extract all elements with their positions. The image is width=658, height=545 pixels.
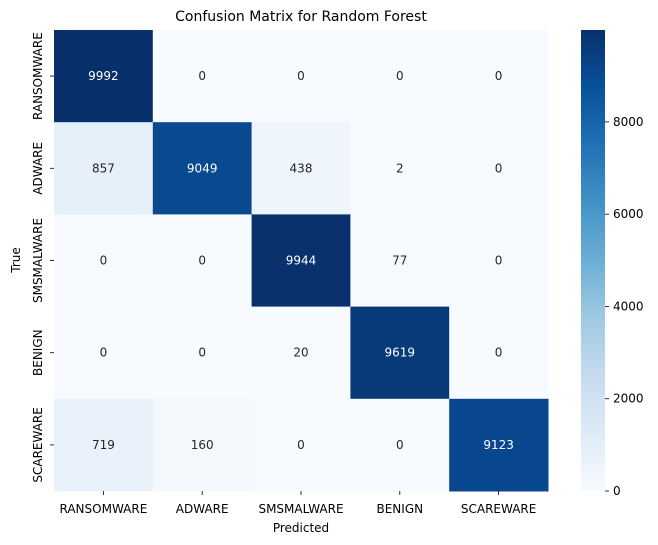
cell-value-label: 0 [495,254,503,268]
heatmap-cell [350,214,450,308]
y-tick-label: ADWARE [31,142,45,195]
cell-value-label: 0 [100,346,108,360]
colorbar-tick-label: 4000 [613,299,644,313]
cell-value-label: 0 [495,69,503,83]
colorbar-tick-label: 8000 [613,115,644,129]
cell-value-label: 0 [198,69,206,83]
x-axis-label: Predicted [273,521,329,535]
x-tick-label: SMSMALWARE [258,502,343,516]
x-axis-ticks: RANSOMWARE ADWARE SMSMALWARE BENIGN SCAREWAR… [60,491,536,516]
colorbar-tick-label: 6000 [613,207,644,221]
cell-value-label: 77 [392,254,407,268]
cell-value-label: 0 [297,69,305,83]
heatmap-cell [54,122,154,215]
colorbar-tick-label: 0 [613,484,621,498]
colorbar [581,30,605,491]
heatmap-cell [152,214,253,308]
heatmap-cell [251,214,351,308]
cell-value-label: 0 [100,254,108,268]
heatmap-cell [152,398,253,492]
x-tick-label: BENIGN [376,502,423,516]
cell-value-label: 2 [396,161,404,175]
heatmap-cell [449,30,549,123]
y-tick-label: RANSOMWARE [31,32,45,120]
cell-value-label: 0 [198,254,206,268]
cell-value-label: 20 [293,346,308,360]
heatmap-cell [350,30,450,123]
heatmap-cell [54,30,154,123]
y-tick-label: SCAREWARE [31,407,45,482]
y-tick-label: SMSMALWARE [31,218,45,303]
cell-value-label: 0 [396,438,404,452]
heatmap-cell [251,306,351,400]
x-tick-label: RANSOMWARE [60,502,148,516]
cell-value-label: 9992 [88,69,119,83]
y-axis-ticks: RANSOMWARE ADWARE SMSMALWARE BENIGN SCAREWAR… [31,32,54,483]
colorbar-tick-label: 2000 [613,392,644,406]
cell-value-label: 9049 [187,161,218,175]
cell-value-label: 438 [290,161,313,175]
heatmap-cell [449,306,549,400]
cell-value-label: 0 [495,346,503,360]
cell-value-label: 9944 [286,254,317,268]
heatmap-cell [152,122,253,215]
cell-value-label: 0 [396,69,404,83]
heatmap-cell [152,306,253,400]
y-axis-label: True [9,247,23,274]
cell-value-label: 857 [92,161,115,175]
x-tick-label: SCAREWARE [461,502,536,516]
heatmap-cell [251,398,351,492]
heatmap-cell [449,398,549,492]
cell-value-label: 0 [495,161,503,175]
cell-value-label: 9123 [483,438,514,452]
cell-value-label: 9619 [385,346,416,360]
cell-value-label: 719 [92,438,115,452]
chart-title: Confusion Matrix for Random Forest [175,9,427,25]
colorbar-ticks: 0 2000 4000 6000 8000 [605,115,644,498]
cell-value-label: 0 [297,438,305,452]
heatmap-cell [251,122,351,215]
heatmap-cell [54,214,154,308]
heatmap-cell [54,306,154,400]
heatmap-cells [54,30,549,492]
x-tick-label: ADWARE [176,502,229,516]
heatmap-cell [152,30,253,123]
heatmap-cell [54,398,154,492]
heatmap-cell [449,122,549,215]
heatmap-cell [251,30,351,123]
heatmap-cell [350,306,450,400]
heatmap-cell [350,398,450,492]
cell-value-label: 160 [191,438,214,452]
heatmap-cell [350,122,450,215]
cell-value-label: 0 [198,346,206,360]
heatmap-cell [449,214,549,308]
y-tick-label: BENIGN [31,329,45,376]
